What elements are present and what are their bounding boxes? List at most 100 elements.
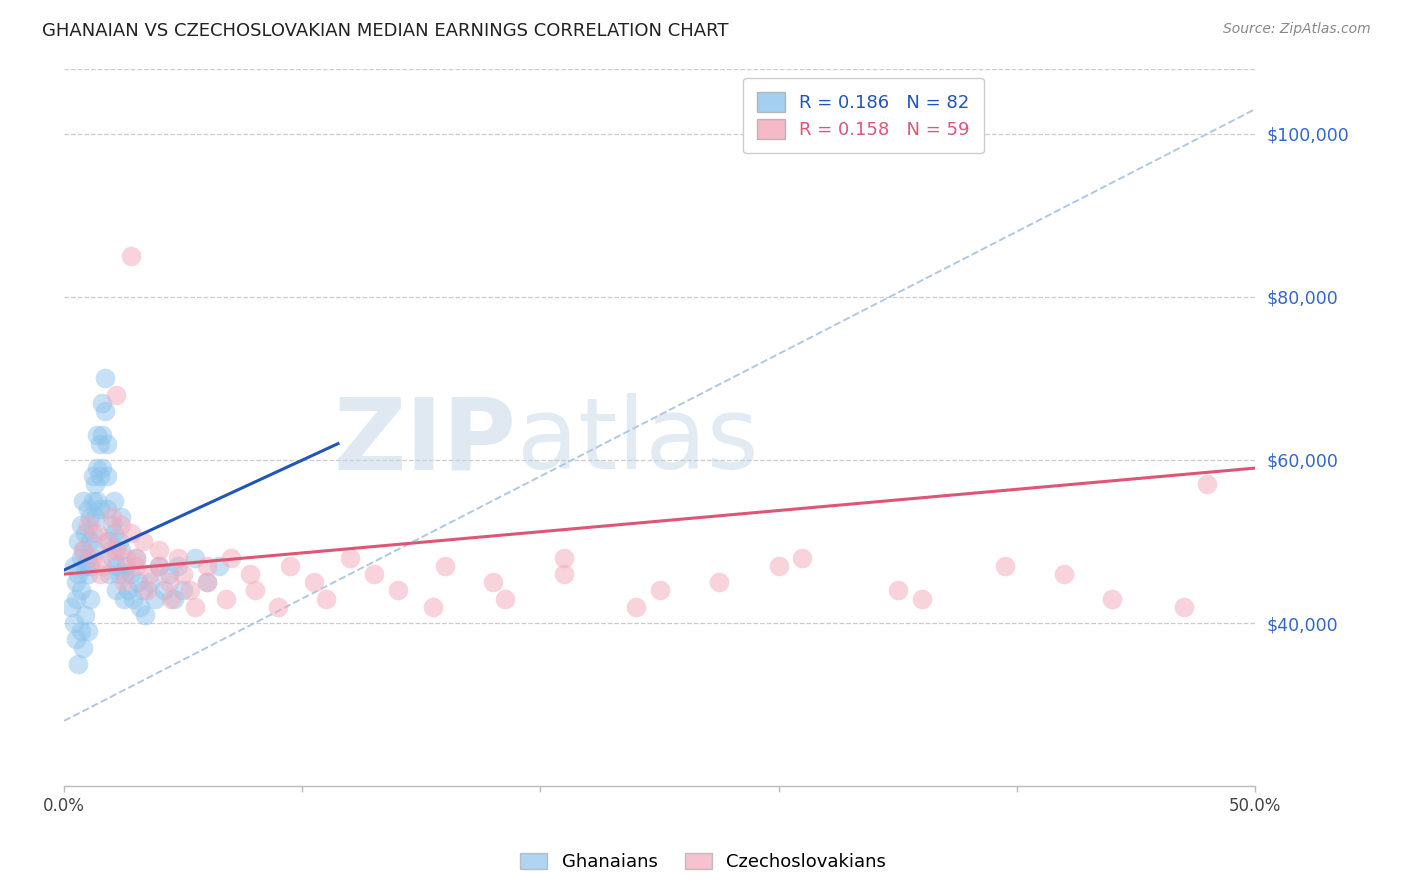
Point [160, 591, 183, 606]
Point [120, 567, 142, 582]
Point [65, 575, 87, 590]
Point [62, 558, 84, 573]
Point [86, 428, 108, 442]
Point [79, 558, 101, 573]
Point [110, 510, 132, 524]
Point [994, 558, 1017, 573]
Point [278, 558, 301, 573]
Point [184, 550, 207, 565]
Point [127, 575, 149, 590]
Point [707, 575, 730, 590]
Point [72, 640, 94, 655]
Point [112, 575, 135, 590]
Point [105, 558, 128, 573]
Point [84, 510, 107, 524]
Point [157, 567, 180, 582]
Point [67, 567, 90, 582]
Point [422, 599, 444, 614]
Point [148, 558, 170, 573]
Point [363, 567, 385, 582]
Point [79, 510, 101, 524]
Point [302, 575, 325, 590]
Point [131, 583, 153, 598]
Point [195, 558, 218, 573]
Point [75, 558, 97, 573]
Point [86, 526, 108, 541]
Point [1173, 599, 1195, 614]
Point [148, 558, 170, 573]
Point [67, 534, 90, 549]
Point [82, 493, 104, 508]
Point [75, 607, 97, 622]
Point [100, 518, 122, 533]
Point [60, 599, 83, 614]
Point [93, 371, 115, 385]
Point [89, 501, 111, 516]
Point [136, 583, 159, 598]
Point [243, 583, 266, 598]
Point [167, 550, 190, 565]
Point [122, 591, 145, 606]
Point [105, 583, 128, 598]
Point [103, 493, 125, 508]
Point [1197, 477, 1219, 491]
Point [624, 599, 647, 614]
Point [179, 583, 201, 598]
Point [91, 396, 114, 410]
Point [105, 542, 128, 557]
Point [89, 436, 111, 450]
Point [96, 436, 118, 450]
Point [267, 599, 290, 614]
Point [69, 550, 91, 565]
Point [157, 575, 180, 590]
Point [108, 534, 131, 549]
Point [768, 558, 790, 573]
Point [910, 591, 932, 606]
Point [96, 469, 118, 483]
Point [139, 567, 162, 582]
Point [77, 501, 100, 516]
Point [143, 591, 166, 606]
Text: GHANAIAN VS CZECHOSLOVAKIAN MEDIAN EARNINGS CORRELATION CHART: GHANAIAN VS CZECHOSLOVAKIAN MEDIAN EARNI… [42, 22, 728, 40]
Point [89, 469, 111, 483]
Point [82, 526, 104, 541]
Point [162, 591, 184, 606]
Point [648, 583, 671, 598]
Point [172, 567, 194, 582]
Point [112, 567, 135, 582]
Point [219, 550, 242, 565]
Point [93, 404, 115, 418]
Point [112, 591, 135, 606]
Point [139, 575, 162, 590]
Text: atlas: atlas [516, 393, 758, 491]
Point [120, 249, 142, 263]
Point [239, 567, 262, 582]
Text: ZIP: ZIP [333, 393, 516, 491]
Point [494, 591, 516, 606]
Point [72, 542, 94, 557]
Point [195, 575, 218, 590]
Point [195, 575, 218, 590]
Point [117, 583, 139, 598]
Point [69, 624, 91, 639]
Point [387, 583, 409, 598]
Point [62, 615, 84, 630]
Point [103, 526, 125, 541]
Point [69, 518, 91, 533]
Point [153, 583, 176, 598]
Point [215, 591, 238, 606]
Point [208, 558, 231, 573]
Point [82, 469, 104, 483]
Point [65, 632, 87, 647]
Point [96, 501, 118, 516]
Point [75, 526, 97, 541]
Point [120, 526, 142, 541]
Point [79, 591, 101, 606]
Point [792, 550, 814, 565]
Point [129, 599, 152, 614]
Point [315, 591, 337, 606]
Point [124, 550, 146, 565]
Point [72, 542, 94, 557]
Text: Source: ZipAtlas.com: Source: ZipAtlas.com [1223, 22, 1371, 37]
Point [131, 534, 153, 549]
